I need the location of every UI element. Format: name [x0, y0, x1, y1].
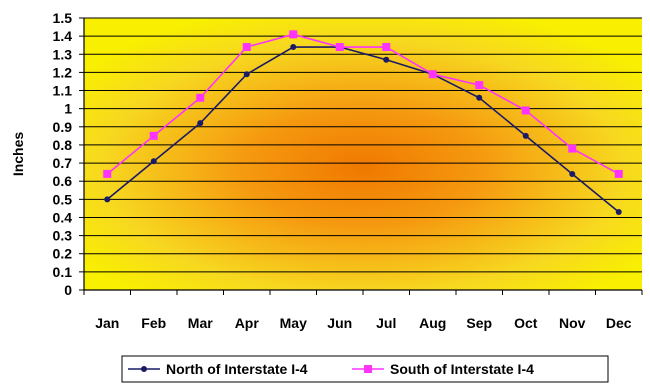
data-point: [290, 44, 297, 51]
data-point: [476, 94, 483, 101]
x-tick-label: Jun: [327, 315, 352, 331]
legend-entry: South of Interstate I-4: [352, 361, 534, 377]
y-tick-label: 0.6: [53, 173, 73, 189]
x-tick-label: Nov: [559, 315, 586, 331]
x-tick-label: Aug: [419, 315, 446, 331]
data-point: [383, 56, 390, 63]
y-tick-label: 1.1: [53, 83, 73, 99]
y-tick-label: 0: [64, 282, 72, 298]
plot-area: [84, 18, 642, 290]
axes: [79, 17, 643, 295]
data-point: [242, 43, 251, 52]
x-tick-label: May: [280, 315, 307, 331]
data-point: [196, 93, 205, 102]
y-tick-label: 1: [64, 101, 72, 117]
y-axis-title: Inches: [10, 132, 26, 177]
data-point: [335, 43, 344, 52]
legend-label: North of Interstate I-4: [166, 361, 308, 377]
x-tick-label: Mar: [188, 315, 213, 331]
y-tick-label: 0.1: [53, 264, 73, 280]
y-tick-label: 0.8: [53, 137, 73, 153]
x-tick-label: Dec: [606, 315, 632, 331]
data-point: [243, 71, 250, 78]
y-tick-label: 1.4: [53, 28, 73, 44]
x-tick-label: Jan: [95, 315, 119, 331]
legend: North of Interstate I-4 South of Intersta…: [121, 355, 609, 383]
data-point: [475, 81, 484, 90]
series-2: [103, 30, 623, 178]
x-tick-label: Feb: [141, 315, 166, 331]
y-tick-label: 0.3: [53, 228, 73, 244]
data-point: [150, 158, 157, 165]
y-tick-label: 1.5: [53, 10, 73, 26]
data-point: [568, 144, 577, 153]
data-point: [428, 70, 437, 79]
x-tick-label: Apr: [235, 315, 260, 331]
y-tick-label: 1.3: [53, 46, 73, 62]
x-tick-label: Jul: [376, 315, 396, 331]
x-tick-labels: Jan Feb Mar Apr May Jun Jul Aug Sep Oct Nov Dec: [95, 315, 632, 331]
data-point: [289, 30, 298, 39]
y-tick-label: 0.7: [53, 155, 73, 171]
data-point: [197, 120, 204, 127]
data-point: [103, 169, 112, 178]
y-tick-label: 0.2: [53, 246, 73, 262]
legend-label: South of Interstate I-4: [390, 361, 534, 377]
series: [103, 30, 623, 216]
data-point: [382, 43, 391, 52]
y-tick-labels: 0 0.1 0.2 0.3 0.4 0.5 0.6 0.7 0.8 0.9 1 1.1 1.2 1.3 1.…: [53, 10, 73, 298]
gridlines: [84, 17, 642, 291]
y-tick-label: 1.2: [53, 64, 73, 80]
data-point: [614, 169, 623, 178]
x-tick-label: Oct: [514, 315, 538, 331]
y-tick-label: 0.4: [53, 209, 73, 225]
legend-marker: [364, 365, 372, 373]
series-line: [106, 33, 620, 175]
y-tick-label: 0.5: [53, 191, 73, 207]
data-point: [522, 132, 529, 139]
y-tick-label: 0.9: [53, 119, 73, 135]
data-point: [104, 196, 111, 203]
data-point: [149, 131, 158, 140]
x-tick-label: Sep: [466, 315, 492, 331]
data-point: [569, 170, 576, 177]
series-line: [106, 46, 620, 213]
data-point: [615, 209, 622, 216]
legend-entry: North of Interstate I-4: [128, 361, 308, 377]
legend-marker: [141, 366, 147, 372]
data-point: [521, 106, 530, 115]
